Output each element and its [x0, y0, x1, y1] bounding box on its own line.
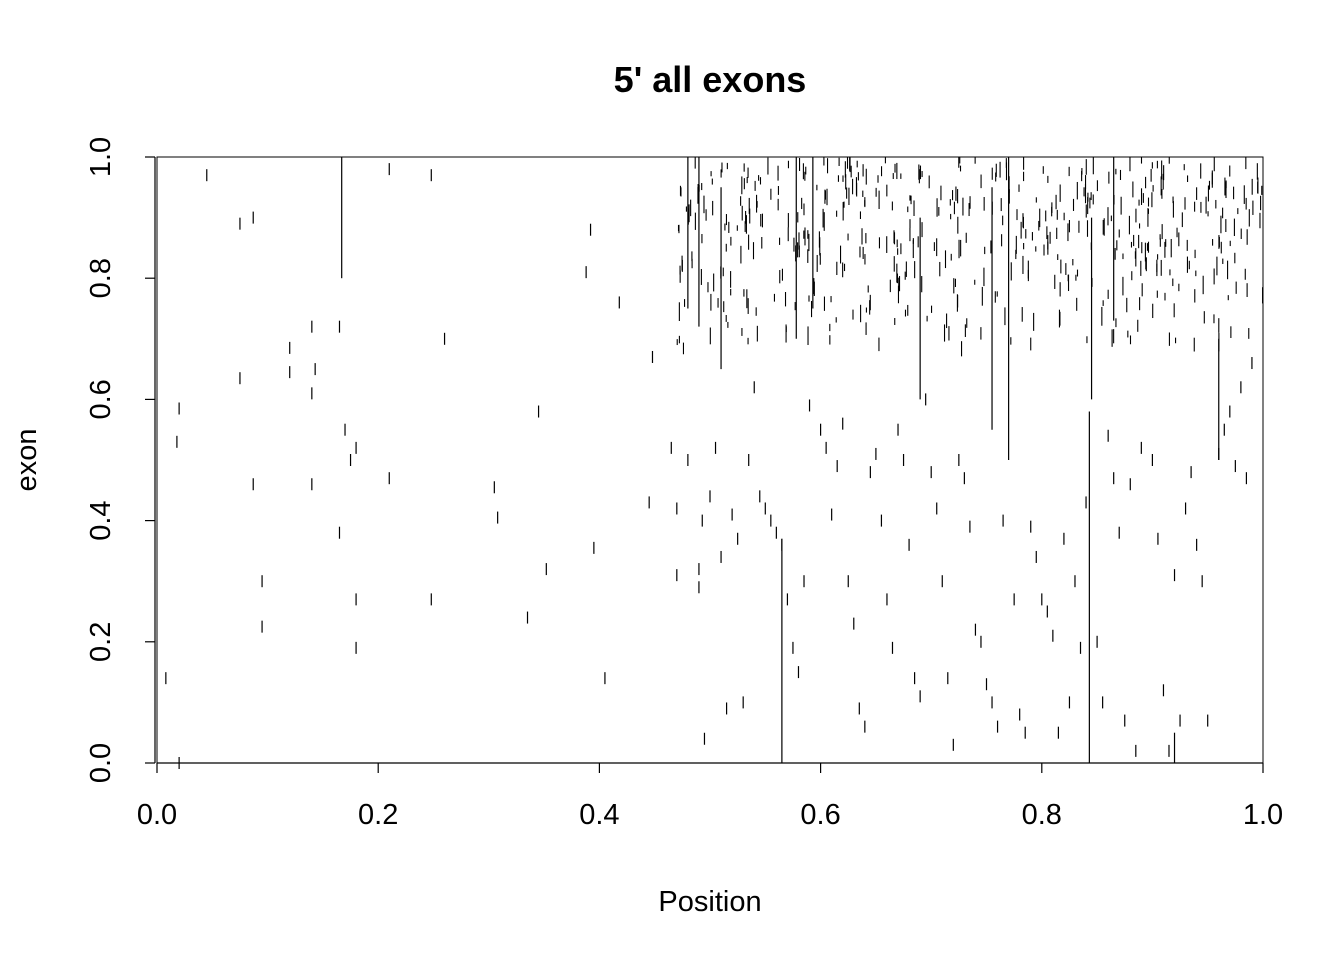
y-tick-label: 0.6: [85, 379, 117, 419]
x-tick-label: 0.8: [1022, 799, 1062, 831]
chart-title: 5' all exons: [614, 59, 807, 100]
x-tick-label: 0.2: [358, 799, 398, 831]
y-axis-label: exon: [11, 429, 43, 492]
x-axis-label: Position: [658, 886, 761, 918]
x-tick-label: 1.0: [1243, 799, 1283, 831]
x-axis: 0.0 0.2 0.4 0.6 0.8 1.0: [137, 762, 1283, 831]
y-tick-label: 0.2: [85, 622, 117, 662]
x-tick-label: 0.4: [579, 799, 619, 831]
x-tick-label: 0.6: [800, 799, 840, 831]
y-tick-label: 1.0: [85, 137, 117, 177]
y-tick-label: 0.8: [85, 258, 117, 298]
y-tick-label: 0.4: [85, 500, 117, 540]
y-axis: 0.0 0.2 0.4 0.6 0.8 1.0: [85, 137, 156, 783]
plot-area-frame: [156, 156, 1264, 764]
x-tick-label: 0.0: [137, 799, 177, 831]
data-marks: [165, 157, 1264, 769]
y-tick-label: 0.0: [85, 743, 117, 783]
